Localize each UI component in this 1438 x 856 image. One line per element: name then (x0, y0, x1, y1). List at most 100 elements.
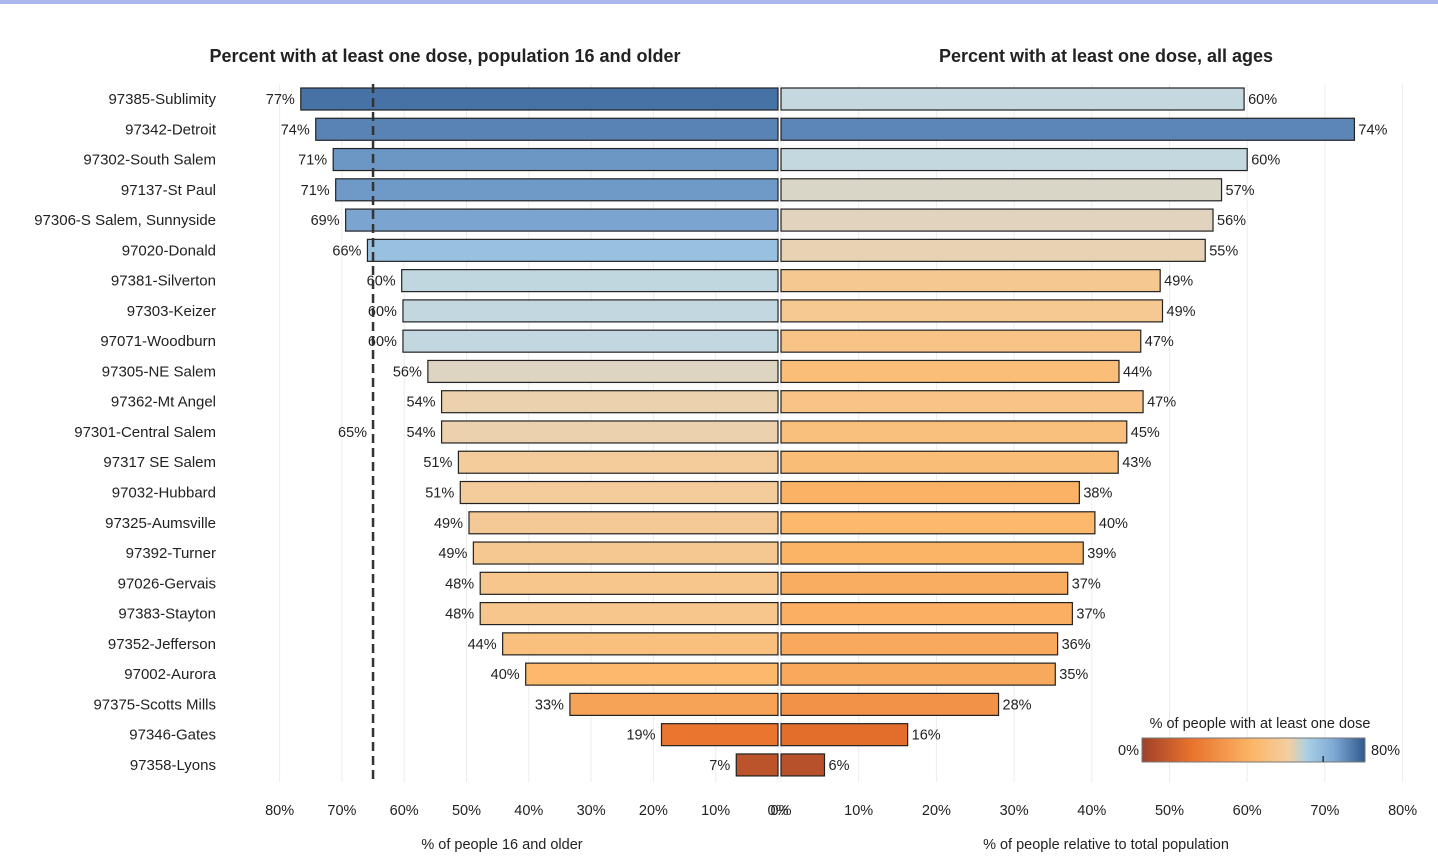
left-data-label: 49% (438, 546, 467, 562)
left-data-labels: 77% 74% 71% 71% 69% 66% 60% 60% 60% 56% 54% 54% 51% 5… (266, 92, 731, 774)
left-bar (427, 359, 779, 384)
category-label: 97352-Jefferson (108, 636, 216, 653)
category-label: 97375-Scotts Mills (93, 696, 216, 713)
left-bar (468, 511, 779, 535)
left-data-label: 48% (445, 576, 474, 592)
left-bar (479, 601, 779, 626)
right-tick-label: 0% (771, 803, 792, 819)
right-data-label: 45% (1131, 425, 1160, 441)
right-data-label: 57% (1226, 183, 1255, 199)
right-tick-label: 20% (922, 803, 951, 819)
category-label: 97032-Hubbard (112, 485, 216, 502)
left-bar (569, 692, 779, 717)
right-bar (780, 541, 1084, 565)
category-label: 97303-Keizer (127, 303, 216, 320)
left-bar (502, 632, 779, 656)
category-label: 97026-Gervais (118, 575, 216, 592)
left-data-label: 48% (445, 607, 474, 623)
right-data-label: 49% (1167, 304, 1196, 320)
left-bar (366, 238, 779, 262)
right-bar (780, 420, 1128, 444)
left-data-label: 60% (367, 274, 396, 290)
legend-title: % of people with at least one dose (1150, 716, 1371, 732)
right-bar (780, 390, 1144, 414)
right-bar (780, 208, 1214, 232)
right-data-label: 40% (1099, 516, 1128, 532)
right-data-label: 16% (912, 728, 941, 744)
left-data-label: 71% (301, 183, 330, 199)
right-data-label: 74% (1358, 122, 1387, 138)
left-bar (457, 450, 779, 474)
left-bar (440, 420, 779, 444)
left-data-label: 19% (626, 728, 655, 744)
left-data-label: 60% (368, 334, 397, 350)
right-bar (780, 147, 1248, 172)
reference-line-label: 65% (338, 425, 367, 441)
right-tick-label: 40% (1077, 803, 1106, 819)
right-bar (780, 178, 1223, 202)
left-tick-label: 30% (577, 803, 606, 819)
left-bar (525, 662, 779, 686)
left-tick-label: 50% (452, 803, 481, 819)
right-data-label: 44% (1123, 364, 1152, 380)
left-data-label: 49% (434, 516, 463, 532)
category-label: 97302-South Salem (83, 152, 216, 169)
category-label: 97385-Sublimity (108, 91, 216, 108)
color-legend: % of people with at least one dose 0% 80… (1118, 716, 1400, 763)
right-data-label: 49% (1164, 274, 1193, 290)
left-bars (300, 87, 779, 777)
category-label: 97392-Turner (126, 545, 216, 562)
left-data-label: 44% (468, 637, 497, 653)
right-bar (780, 450, 1119, 474)
right-bar (780, 692, 1000, 717)
right-data-label: 47% (1145, 334, 1174, 350)
left-bar (345, 208, 779, 232)
left-data-label: 33% (535, 697, 564, 713)
category-label: 97342-Detroit (125, 121, 217, 138)
right-bar (780, 359, 1120, 384)
left-bar (402, 329, 779, 353)
left-data-label: 56% (393, 364, 422, 380)
category-labels: 97385-Sublimity 97342-Detroit 97302-South … (34, 91, 217, 774)
category-label: 97325-Aumsville (105, 515, 216, 532)
right-data-label: 37% (1072, 576, 1101, 592)
left-bar (472, 541, 779, 565)
left-tick-label: 10% (701, 803, 730, 819)
left-tick-label: 60% (390, 803, 419, 819)
left-tick-label: 40% (514, 803, 543, 819)
left-tick-label: 80% (265, 803, 294, 819)
right-bar (780, 662, 1056, 686)
right-data-label: 60% (1248, 92, 1277, 108)
right-bar (780, 299, 1164, 323)
right-bar (780, 117, 1356, 141)
right-bar (780, 601, 1073, 626)
left-bar (401, 269, 779, 293)
right-data-label: 55% (1209, 243, 1238, 259)
left-bar (735, 753, 779, 777)
left-bar (440, 390, 779, 414)
category-label: 97358-Lyons (130, 757, 216, 774)
category-label: 97317 SE Salem (103, 454, 216, 471)
legend-gradient-bar (1141, 737, 1366, 763)
left-tick-label: 70% (327, 803, 356, 819)
category-label: 97071-Woodburn (100, 333, 216, 350)
category-label: 97020-Donald (122, 242, 216, 259)
right-data-label: 36% (1062, 637, 1091, 653)
right-chart-title: Percent with at least one dose, all ages (939, 46, 1273, 66)
right-bar (780, 238, 1206, 262)
left-data-label: 69% (311, 213, 340, 229)
right-bar (780, 511, 1096, 535)
right-data-label: 37% (1076, 607, 1105, 623)
left-chart-title: Percent with at least one dose, populati… (209, 46, 680, 66)
left-data-label: 66% (332, 243, 361, 259)
category-label: 97383-Stayton (118, 606, 216, 623)
left-x-axis-title: % of people 16 and older (421, 837, 582, 853)
right-tick-label: 10% (844, 803, 873, 819)
left-bar (479, 571, 779, 595)
right-data-label: 60% (1251, 153, 1280, 169)
right-bar (780, 753, 826, 777)
right-bars (780, 87, 1356, 777)
right-x-axis-title: % of people relative to total population (983, 837, 1229, 853)
left-data-label: 54% (407, 425, 436, 441)
legend-max-label: 80% (1371, 743, 1400, 759)
